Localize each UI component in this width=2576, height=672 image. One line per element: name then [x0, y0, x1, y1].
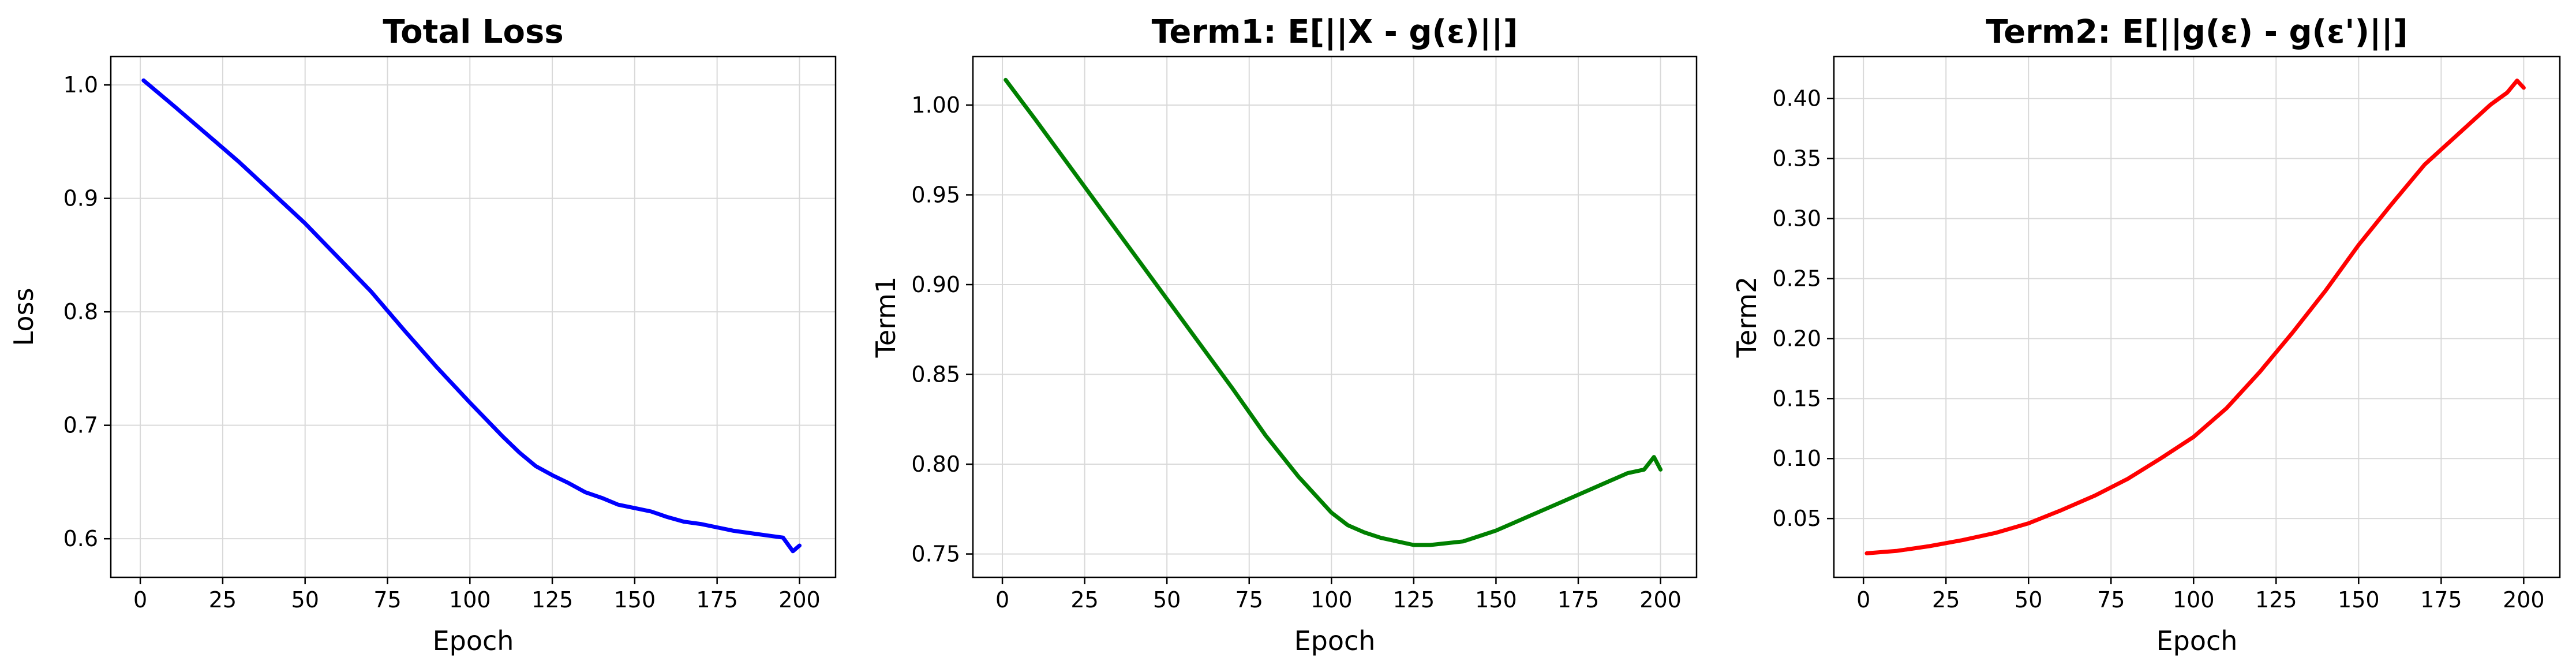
y-tick-label: 0.20	[1772, 326, 1821, 351]
x-tick-label: 0	[995, 587, 1009, 613]
y-tick-label: 0.05	[1772, 506, 1821, 531]
chart-title: Term2: E[||g(ε) - g(ε')||]	[1986, 13, 2407, 51]
x-tick-label: 175	[696, 587, 738, 613]
y-tick-label: 1.00	[911, 92, 960, 118]
chart-title: Term1: E[||X - g(ε)||]	[1152, 13, 1518, 51]
x-tick-label: 75	[2097, 587, 2125, 613]
y-tick-label: 0.40	[1772, 86, 1821, 111]
y-tick-label: 0.10	[1772, 446, 1821, 471]
axes-frame	[110, 55, 837, 578]
x-tick-label: 50	[2015, 587, 2042, 613]
x-tick-label: 0	[1856, 587, 1870, 613]
chart-panel-3: 0 25 50 75 100 125 150 175 200 0.05 0.10 0.15 0.20 0.…	[1731, 13, 2561, 656]
x-tick-label: 200	[1639, 587, 1682, 613]
x-tick-label: 200	[778, 587, 821, 613]
x-axis-label: Epoch	[433, 625, 514, 656]
chart-panel-2: 0 25 50 75 100 125 150 175 200 0.75 0.80 0.85 0.90 0.…	[870, 13, 1698, 656]
y-tick-label: 0.75	[911, 542, 960, 567]
chart-title: Total Loss	[383, 13, 563, 51]
x-tick-label: 150	[1475, 587, 1517, 613]
y-axis-label: Loss	[8, 288, 39, 346]
series-line-1	[141, 78, 802, 554]
series-line-1	[1864, 79, 2526, 555]
y-tick-label: 0.90	[911, 272, 960, 297]
x-tick-label: 125	[2255, 587, 2297, 613]
series-line-1	[1004, 77, 1663, 547]
x-tick-label: 100	[449, 587, 491, 613]
x-tick-label: 0	[133, 587, 147, 613]
x-tick-label: 175	[2420, 587, 2462, 613]
x-axis-label: Epoch	[2156, 625, 2238, 656]
x-tick-label: 50	[1153, 587, 1181, 613]
x-tick-label: 25	[209, 587, 237, 613]
chart-panel-1: 0 25 50 75 100 125 150 175 200 0.6 0.7 0.8 0.9 1.0 Tot…	[8, 13, 837, 656]
y-tick-label: 0.6	[63, 526, 98, 551]
x-tick-label: 100	[1311, 587, 1353, 613]
plot-area	[973, 57, 1697, 577]
y-tick-label: 0.8	[63, 299, 98, 324]
plot-area	[1834, 57, 2560, 577]
y-axis-label: Term1	[870, 277, 901, 359]
x-tick-label: 125	[1393, 587, 1435, 613]
x-tick-label: 75	[1235, 587, 1263, 613]
y-tick-label: 0.95	[911, 182, 960, 207]
x-tick-label: 100	[2173, 587, 2215, 613]
y-tick-label: 0.15	[1772, 386, 1821, 411]
x-tick-label: 50	[291, 587, 319, 613]
x-tick-label: 25	[1070, 587, 1098, 613]
axes-frame	[972, 55, 1698, 578]
x-tick-label: 125	[531, 587, 574, 613]
axes-frame	[1833, 55, 2561, 578]
x-axis-label: Epoch	[1294, 625, 1376, 656]
x-tick-label: 150	[2338, 587, 2380, 613]
x-tick-label: 175	[1557, 587, 1600, 613]
y-tick-label: 0.7	[63, 413, 98, 438]
x-tick-label: 150	[614, 587, 656, 613]
plot-area	[111, 57, 836, 577]
y-tick-label: 0.30	[1772, 206, 1821, 232]
y-tick-label: 0.85	[911, 362, 960, 387]
x-tick-label: 200	[2503, 587, 2545, 613]
y-tick-label: 0.9	[63, 186, 98, 211]
y-tick-label: 1.0	[63, 72, 98, 98]
y-tick-label: 0.25	[1772, 266, 1821, 291]
x-tick-label: 75	[373, 587, 401, 613]
y-axis-label: Term2	[1731, 277, 1762, 359]
y-tick-label: 0.35	[1772, 146, 1821, 171]
y-tick-label: 0.80	[911, 451, 960, 477]
x-tick-label: 25	[1932, 587, 1960, 613]
